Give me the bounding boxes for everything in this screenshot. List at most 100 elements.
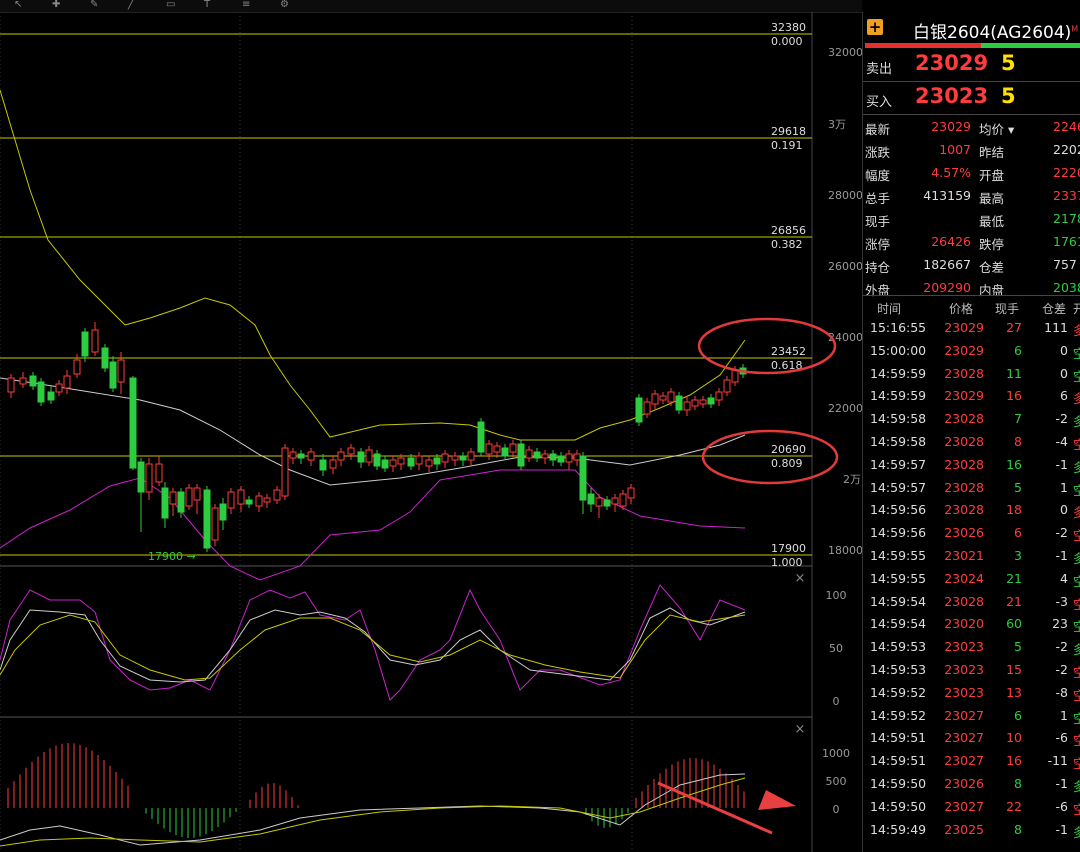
tick-oi-change: -3 [1055, 593, 1068, 609]
tick-row[interactable]: 14:59:54 23020 60 23 空 [863, 613, 1080, 636]
pen-icon[interactable]: ✎ [90, 0, 99, 10]
rect-icon[interactable]: ▭ [166, 0, 176, 10]
stat-value: 2220 [1053, 165, 1080, 180]
tick-side: 多 [1073, 642, 1080, 658]
tick-row[interactable]: 14:59:50 23026 8 -1 多 [863, 773, 1080, 796]
candle-body [603, 499, 611, 507]
candle-body [675, 395, 683, 411]
candle-body [433, 457, 441, 465]
tick-row[interactable]: 14:59:49 23025 8 -1 多 [863, 819, 1080, 842]
tick-volume: 13 [1006, 684, 1022, 700]
tick-price: 23023 [944, 639, 984, 655]
tick-row[interactable]: 14:59:53 23023 15 -2 空 [863, 659, 1080, 682]
candle-body [137, 461, 145, 493]
candle-body [707, 397, 715, 405]
tick-side: 空 [1073, 528, 1080, 544]
ticks-header-side: 开 [1073, 302, 1080, 316]
candle-body [245, 499, 253, 505]
tick-oi-change: -1 [1055, 456, 1068, 472]
price-axis-label: 28000 [828, 189, 862, 202]
ind2-axis-label: 0 [833, 803, 840, 816]
chart-area[interactable]: 32000 3万 28000 26000 24000 22000 2万 18000 100 50 0… [0, 12, 862, 852]
tick-row[interactable]: 15:16:55 23029 27 111 多 [863, 317, 1080, 340]
tick-row[interactable]: 15:00:00 23029 6 0 空 [863, 340, 1080, 363]
tick-time: 14:59:57 [870, 479, 927, 495]
tick-row[interactable]: 14:59:59 23028 11 0 空 [863, 363, 1080, 386]
upper-band [0, 89, 746, 441]
tick-row[interactable]: 14:59:58 23028 8 -4 空 [863, 431, 1080, 454]
tick-row[interactable]: 14:59:54 23028 21 -3 空 [863, 591, 1080, 614]
tick-volume: 5 [1014, 639, 1022, 655]
line-icon[interactable]: ╱ [128, 0, 135, 10]
tick-row[interactable]: 14:59:55 23024 21 4 空 [863, 568, 1080, 591]
tick-volume: 3 [1014, 548, 1022, 563]
candle-body [329, 459, 337, 469]
cursor-icon[interactable]: ↖ [14, 0, 23, 10]
drawing-toolbar: ↖ ✚ ✎ ╱ ▭ T ≡ ⚙ [0, 0, 862, 13]
sell-row[interactable]: 卖出 23029 5 [863, 49, 1080, 82]
candle-body [81, 331, 89, 357]
candle-body [227, 491, 235, 509]
tick-price: 23028 [944, 434, 984, 449]
tick-row[interactable]: 14:59:52 23023 13 -8 空 [863, 682, 1080, 705]
tick-side: 空 [1073, 437, 1080, 452]
tick-volume: 16 [1006, 456, 1022, 472]
tick-oi-change: 4 [1060, 570, 1068, 586]
candle-body [723, 379, 731, 393]
stat-label: 最新 [865, 122, 891, 137]
tick-row[interactable]: 14:59:57 23028 5 1 空 [863, 477, 1080, 500]
tick-volume: 18 [1006, 502, 1022, 518]
tick-row[interactable]: 14:59:53 23023 5 -2 多 [863, 636, 1080, 659]
buy-row[interactable]: 买入 23023 5 [863, 82, 1080, 115]
kline-chart[interactable]: 320003万280002600024000220002万18000100500… [0, 12, 862, 852]
stat-value: 2337 [1053, 188, 1080, 203]
tick-row[interactable]: 14:59:51 23027 16 -11 空 [863, 750, 1080, 773]
stat-value: 2246 [1053, 119, 1080, 134]
tick-row[interactable]: 14:59:55 23021 3 -1 多 [863, 545, 1080, 568]
candle-body [573, 453, 581, 461]
stat-label: 外盘 [865, 283, 891, 298]
tick-row[interactable]: 14:59:56 23028 18 0 多 [863, 499, 1080, 522]
ticks-header: 时间 价格 现手 仓差 开 [863, 295, 1080, 316]
contract-title: 白银2604(AG2604)M [913, 23, 1079, 43]
candle-body [347, 447, 355, 455]
fib-icon[interactable]: ≡ [242, 0, 251, 10]
text-icon[interactable]: T [204, 0, 211, 10]
candle-body [501, 447, 509, 457]
buy-price: 23023 [915, 84, 989, 108]
stat-label: 最低 [979, 214, 1005, 229]
stat-row: 持仓 182667 仓差 757 [863, 253, 1080, 276]
candle-body [117, 359, 125, 383]
add-contract-button[interactable]: + [867, 18, 883, 36]
tick-oi-change: -8 [1055, 684, 1068, 700]
tick-row[interactable]: 14:59:50 23027 22 -6 空 [863, 796, 1080, 819]
tick-side: 多 [1073, 414, 1080, 430]
tick-row[interactable]: 14:59:58 23028 7 -2 多 [863, 408, 1080, 431]
stat-label: 内盘 [979, 283, 1005, 298]
candle-body [683, 401, 691, 411]
fib-ratio-label: 0.809 [771, 457, 803, 470]
ind1-axis-label: 100 [826, 589, 847, 602]
fib-ratio-label: 1.000 [771, 556, 803, 569]
crosshair-icon[interactable]: ✚ [52, 0, 61, 10]
tick-side: 空 [1073, 801, 1080, 817]
stat-label: 均价 ▾ [979, 122, 1015, 137]
tick-side: 空 [1073, 687, 1080, 703]
stat-value: 1761 [1053, 234, 1080, 249]
stat-value: 23029 [931, 119, 971, 134]
tick-row[interactable]: 14:59:51 23027 10 -6 空 [863, 727, 1080, 750]
stat-row: 现手 最低 2178 [863, 207, 1080, 230]
stat-label: 总手 [865, 191, 891, 206]
trend-arrow [657, 781, 773, 835]
tick-oi-change: -2 [1055, 525, 1068, 541]
settings-icon[interactable]: ⚙ [280, 0, 289, 10]
tick-oi-change: -2 [1055, 662, 1068, 677]
tick-price: 23028 [944, 365, 984, 381]
tick-oi-change: 0 [1060, 502, 1068, 518]
candle-body [357, 451, 365, 463]
tick-row[interactable]: 14:59:57 23028 16 -1 多 [863, 454, 1080, 477]
tick-row[interactable]: 14:59:56 23026 6 -2 空 [863, 522, 1080, 545]
tick-row[interactable]: 14:59:59 23029 16 6 多 [863, 385, 1080, 408]
candle-body [255, 495, 263, 507]
tick-row[interactable]: 14:59:52 23027 6 1 空 [863, 705, 1080, 728]
